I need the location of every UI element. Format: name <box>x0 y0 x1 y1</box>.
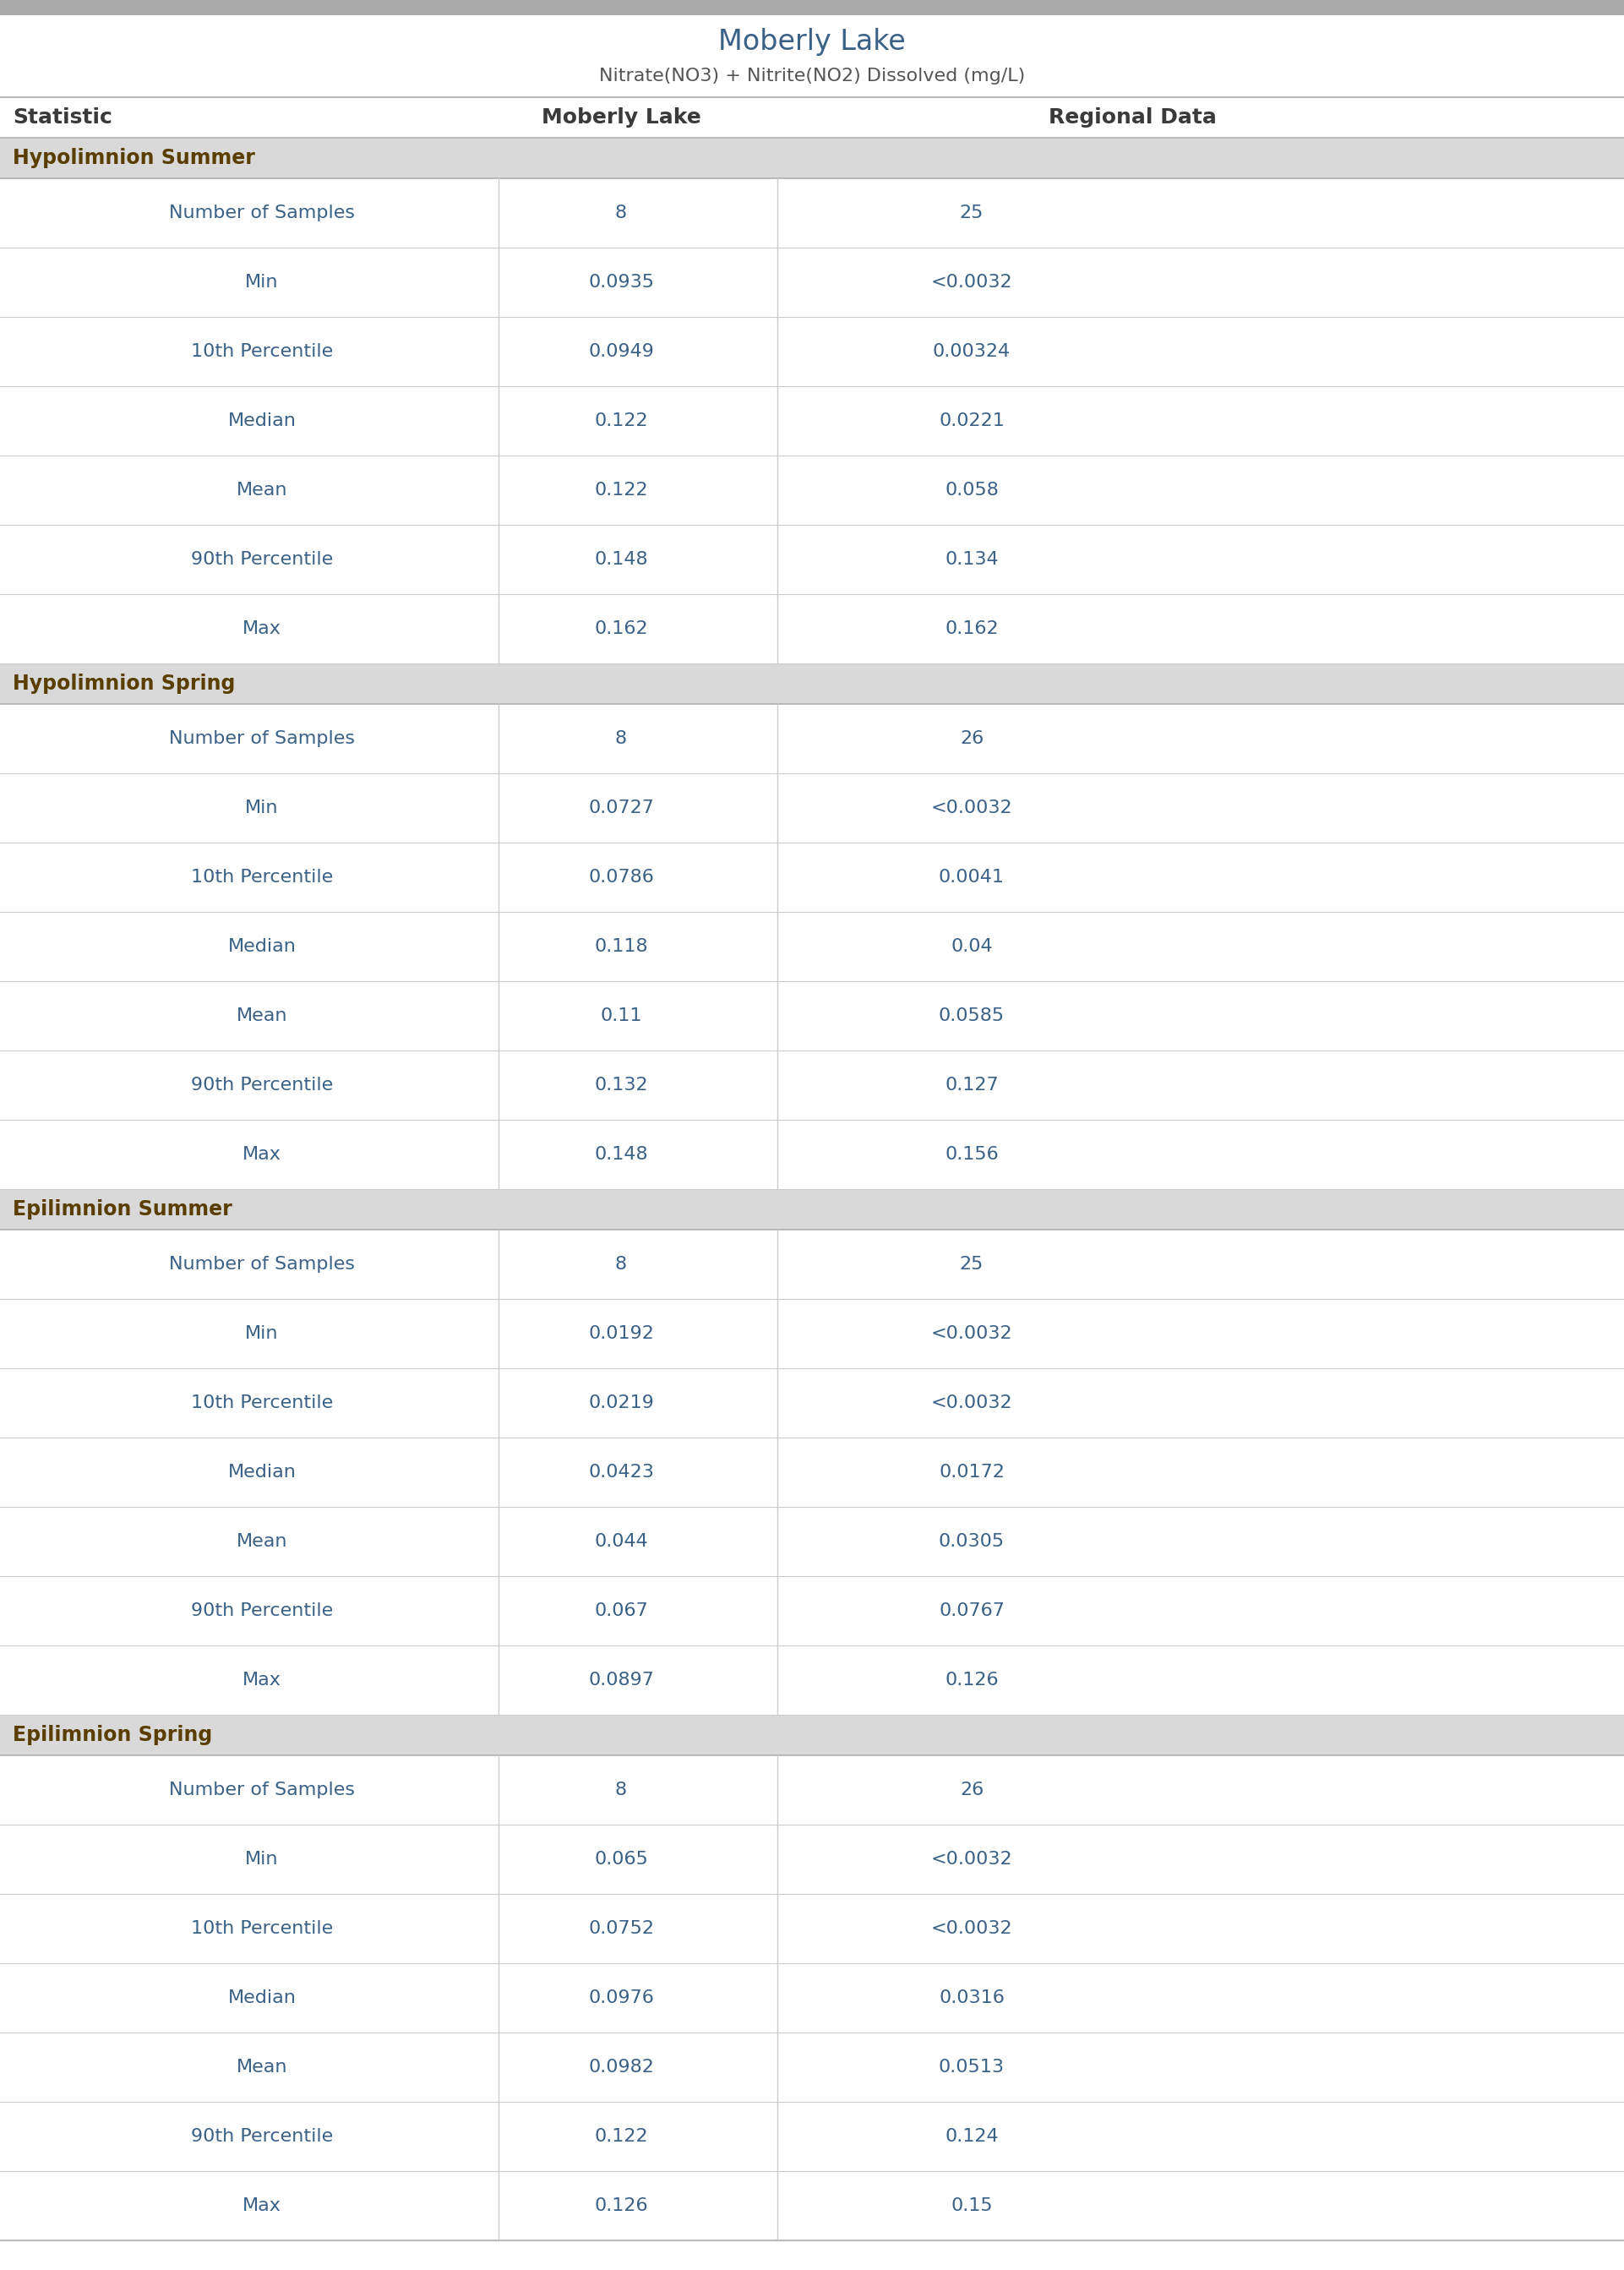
Text: Number of Samples: Number of Samples <box>169 731 356 747</box>
Text: 0.134: 0.134 <box>945 552 999 568</box>
Text: 0.0219: 0.0219 <box>588 1394 654 1412</box>
Text: Min: Min <box>245 799 279 817</box>
Text: 0.0949: 0.0949 <box>588 343 654 361</box>
Text: <0.0032: <0.0032 <box>931 1850 1012 1868</box>
Text: Hypolimnion Spring: Hypolimnion Spring <box>13 674 235 695</box>
Text: 10th Percentile: 10th Percentile <box>192 343 333 361</box>
Text: 0.0305: 0.0305 <box>939 1532 1005 1550</box>
Text: 90th Percentile: 90th Percentile <box>192 552 333 568</box>
Text: 0.148: 0.148 <box>594 552 648 568</box>
Text: Median: Median <box>227 413 296 429</box>
Text: 0.0897: 0.0897 <box>588 1671 654 1689</box>
Text: Min: Min <box>245 1850 279 1868</box>
Text: 0.126: 0.126 <box>945 1671 999 1689</box>
Text: Median: Median <box>227 938 296 956</box>
Text: Epilimnion Spring: Epilimnion Spring <box>13 1725 213 1746</box>
Text: Mean: Mean <box>237 1008 287 1024</box>
Text: 90th Percentile: 90th Percentile <box>192 1076 333 1094</box>
Text: Max: Max <box>242 620 281 638</box>
Text: 0.044: 0.044 <box>594 1532 648 1550</box>
Bar <box>0 0 1624 16</box>
Text: 26: 26 <box>960 731 984 747</box>
Text: 0.0316: 0.0316 <box>939 1989 1005 2007</box>
Text: Statistic: Statistic <box>13 107 112 127</box>
Text: 0.0982: 0.0982 <box>588 2059 654 2075</box>
Bar <box>0 138 1624 179</box>
Text: 10th Percentile: 10th Percentile <box>192 1394 333 1412</box>
Text: Epilimnion Summer: Epilimnion Summer <box>13 1199 232 1219</box>
Text: 25: 25 <box>960 1255 984 1273</box>
Text: 8: 8 <box>615 204 627 222</box>
Text: Hypolimnion Summer: Hypolimnion Summer <box>13 148 255 168</box>
Text: <0.0032: <0.0032 <box>931 275 1012 291</box>
Text: 0.065: 0.065 <box>594 1850 648 1868</box>
Text: 0.00324: 0.00324 <box>932 343 1010 361</box>
Text: Max: Max <box>242 1671 281 1689</box>
Bar <box>0 1714 1624 1755</box>
Text: 0.11: 0.11 <box>601 1008 641 1024</box>
Text: 0.0513: 0.0513 <box>939 2059 1005 2075</box>
Text: 0.067: 0.067 <box>594 1603 648 1619</box>
Text: Min: Min <box>245 275 279 291</box>
Text: 8: 8 <box>615 1782 627 1798</box>
Text: 10th Percentile: 10th Percentile <box>192 1920 333 1936</box>
Text: 0.0935: 0.0935 <box>588 275 654 291</box>
Bar <box>0 1189 1624 1230</box>
Text: 0.122: 0.122 <box>594 2127 648 2145</box>
Text: 0.126: 0.126 <box>594 2197 648 2213</box>
Text: 90th Percentile: 90th Percentile <box>192 1603 333 1619</box>
Text: 0.0976: 0.0976 <box>588 1989 654 2007</box>
Text: 0.156: 0.156 <box>945 1146 999 1162</box>
Text: Moberly Lake: Moberly Lake <box>541 107 702 127</box>
Text: <0.0032: <0.0032 <box>931 1326 1012 1342</box>
Text: 0.124: 0.124 <box>945 2127 999 2145</box>
Text: Number of Samples: Number of Samples <box>169 1782 356 1798</box>
Text: 0.0585: 0.0585 <box>939 1008 1005 1024</box>
Text: <0.0032: <0.0032 <box>931 799 1012 817</box>
Text: <0.0032: <0.0032 <box>931 1920 1012 1936</box>
Text: 0.058: 0.058 <box>945 481 999 499</box>
Text: 0.118: 0.118 <box>594 938 648 956</box>
Text: 0.0786: 0.0786 <box>588 869 654 885</box>
Text: 0.148: 0.148 <box>594 1146 648 1162</box>
Text: 8: 8 <box>615 731 627 747</box>
Text: 0.162: 0.162 <box>594 620 648 638</box>
Text: 0.0767: 0.0767 <box>939 1603 1005 1619</box>
Text: 25: 25 <box>960 204 984 222</box>
Text: Regional Data: Regional Data <box>1047 107 1216 127</box>
Text: Mean: Mean <box>237 1532 287 1550</box>
Text: 0.04: 0.04 <box>950 938 992 956</box>
Text: 0.0221: 0.0221 <box>939 413 1005 429</box>
Text: 90th Percentile: 90th Percentile <box>192 2127 333 2145</box>
Text: Number of Samples: Number of Samples <box>169 1255 356 1273</box>
Text: Number of Samples: Number of Samples <box>169 204 356 222</box>
Text: 0.127: 0.127 <box>945 1076 999 1094</box>
Text: 0.132: 0.132 <box>594 1076 648 1094</box>
Text: Median: Median <box>227 1464 296 1480</box>
Text: Moberly Lake: Moberly Lake <box>718 27 906 57</box>
Text: Nitrate(NO3) + Nitrite(NO2) Dissolved (mg/L): Nitrate(NO3) + Nitrite(NO2) Dissolved (m… <box>599 68 1025 84</box>
Text: 0.122: 0.122 <box>594 413 648 429</box>
Text: Median: Median <box>227 1989 296 2007</box>
Bar <box>0 663 1624 704</box>
Text: 0.122: 0.122 <box>594 481 648 499</box>
Text: Mean: Mean <box>237 481 287 499</box>
Text: 0.0192: 0.0192 <box>588 1326 654 1342</box>
Text: Max: Max <box>242 2197 281 2213</box>
Text: <0.0032: <0.0032 <box>931 1394 1012 1412</box>
Text: 0.0041: 0.0041 <box>939 869 1005 885</box>
Text: 8: 8 <box>615 1255 627 1273</box>
Text: 26: 26 <box>960 1782 984 1798</box>
Text: 0.0172: 0.0172 <box>939 1464 1005 1480</box>
Text: 0.162: 0.162 <box>945 620 999 638</box>
Text: 0.0727: 0.0727 <box>588 799 654 817</box>
Text: 0.0752: 0.0752 <box>588 1920 654 1936</box>
Text: Max: Max <box>242 1146 281 1162</box>
Text: 0.15: 0.15 <box>950 2197 992 2213</box>
Text: 10th Percentile: 10th Percentile <box>192 869 333 885</box>
Text: Mean: Mean <box>237 2059 287 2075</box>
Text: Min: Min <box>245 1326 279 1342</box>
Text: 0.0423: 0.0423 <box>588 1464 654 1480</box>
